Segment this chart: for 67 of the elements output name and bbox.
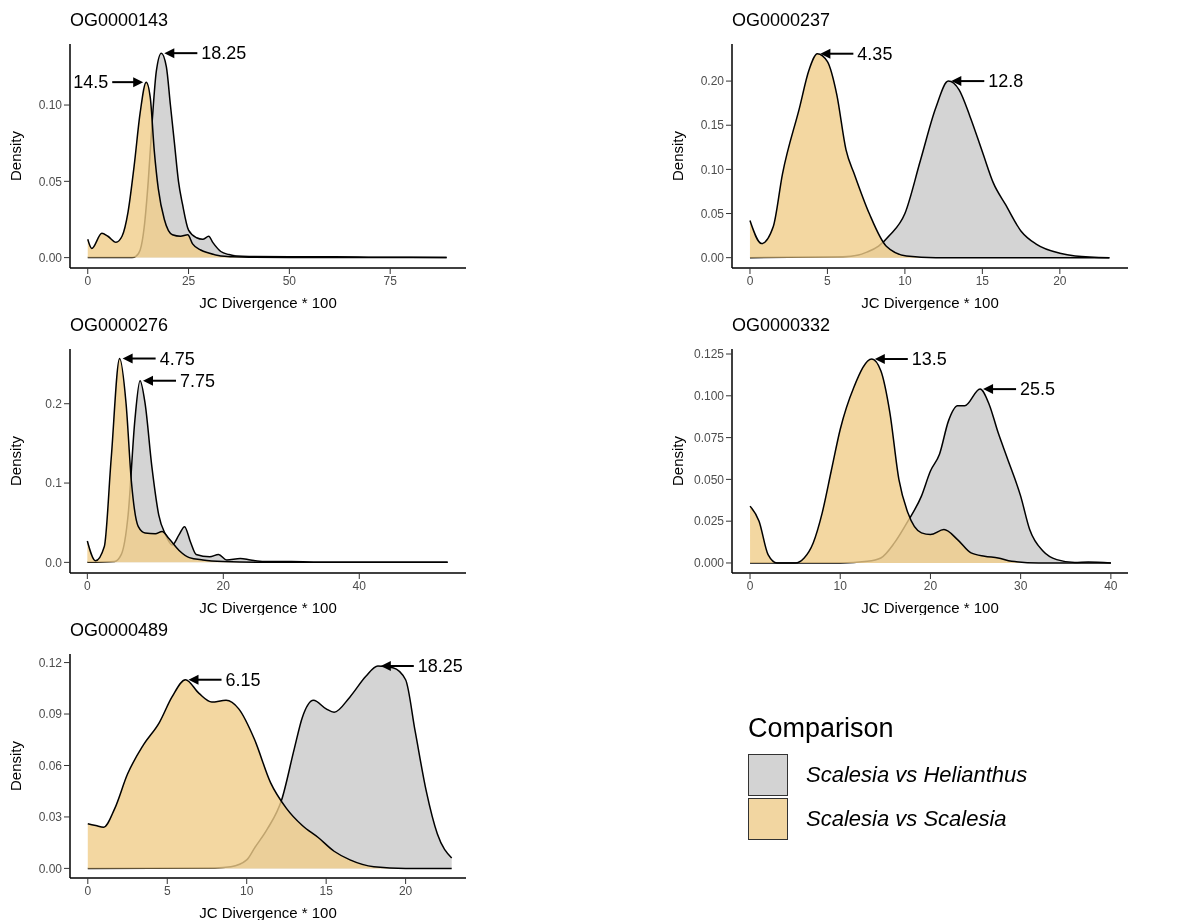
x-tick-label: 50 <box>282 273 297 288</box>
chart-title: OG0000276 <box>70 315 169 336</box>
x-tick-label: 20 <box>398 883 413 898</box>
x-tick-label: 20 <box>1053 273 1067 288</box>
y-axis-title: Density <box>669 435 687 487</box>
x-tick-label: 0 <box>746 578 754 593</box>
x-tick-label: 10 <box>833 578 848 593</box>
y-tick-label: 0.00 <box>700 250 725 265</box>
y-axis-title: Density <box>669 130 687 182</box>
y-tick-label: 0.050 <box>693 472 725 487</box>
y-tick-label: 0.0 <box>45 555 63 570</box>
y-tick-label: 0.12 <box>38 655 63 670</box>
x-tick-label: 75 <box>383 273 398 288</box>
y-tick-label: 0.1 <box>45 476 63 491</box>
x-tick-label: 5 <box>824 273 832 288</box>
annotation: 6.15 <box>225 669 261 690</box>
x-tick-label: 0 <box>84 883 92 898</box>
x-tick-label: 10 <box>240 883 254 898</box>
y-tick-label: 0.15 <box>700 118 725 133</box>
legend-label: Scalesia vs Scalesia <box>806 806 1007 832</box>
x-tick-label: 20 <box>923 578 938 593</box>
y-tick-label: 0.09 <box>38 707 63 722</box>
y-tick-label: 0.00 <box>38 250 63 265</box>
annotation: 12.8 <box>988 71 1024 92</box>
y-tick-label: 0.2 <box>45 396 63 411</box>
y-tick-label: 0.125 <box>693 347 725 362</box>
x-tick-label: 0 <box>84 273 92 288</box>
x-tick-label: 15 <box>975 273 990 288</box>
annotation: 25.5 <box>1020 379 1056 400</box>
y-tick-label: 0.025 <box>693 514 725 529</box>
annotation: 18.25 <box>201 43 247 64</box>
annotation: 7.75 <box>180 370 216 391</box>
y-tick-label: 0.05 <box>38 174 63 189</box>
x-tick-label: 20 <box>216 578 231 593</box>
y-tick-label: 0.03 <box>38 810 63 825</box>
y-tick-label: 0.100 <box>693 389 725 404</box>
x-tick-label: 5 <box>163 883 171 898</box>
y-tick-label: 0.075 <box>693 430 725 445</box>
x-tick-label: 10 <box>898 273 912 288</box>
x-tick-label: 30 <box>1013 578 1028 593</box>
y-tick-label: 0.06 <box>38 758 63 773</box>
y-tick-label: 0.00 <box>38 861 63 876</box>
y-axis-title: Density <box>7 130 25 182</box>
y-tick-label: 0.10 <box>38 98 63 113</box>
legend-label: Scalesia vs Helianthus <box>806 762 1028 788</box>
chart-title: OG0000237 <box>732 10 831 31</box>
chart-title: OG0000143 <box>70 10 169 31</box>
annotation: 13.5 <box>911 349 947 370</box>
annotation: 4.75 <box>159 348 195 369</box>
annotation: 4.35 <box>857 43 893 64</box>
y-axis-title: Density <box>7 435 25 487</box>
x-tick-label: 0 <box>746 273 754 288</box>
annotation: 18.25 <box>417 656 463 677</box>
x-tick-label: 0 <box>83 578 91 593</box>
y-tick-label: 0.05 <box>700 206 725 221</box>
y-tick-label: 0.10 <box>700 162 725 177</box>
x-tick-label: 40 <box>352 578 367 593</box>
y-tick-label: 0.000 <box>693 556 725 571</box>
chart-title: OG0000332 <box>732 315 831 336</box>
legend-title: Comparison <box>748 713 895 744</box>
y-tick-label: 0.20 <box>700 74 725 89</box>
chart-title: OG0000489 <box>70 620 169 641</box>
x-tick-label: 25 <box>181 273 196 288</box>
annotation: 14.5 <box>73 72 109 93</box>
x-tick-label: 40 <box>1104 578 1118 593</box>
y-axis-title: Density <box>7 740 25 792</box>
x-tick-label: 15 <box>319 883 334 898</box>
